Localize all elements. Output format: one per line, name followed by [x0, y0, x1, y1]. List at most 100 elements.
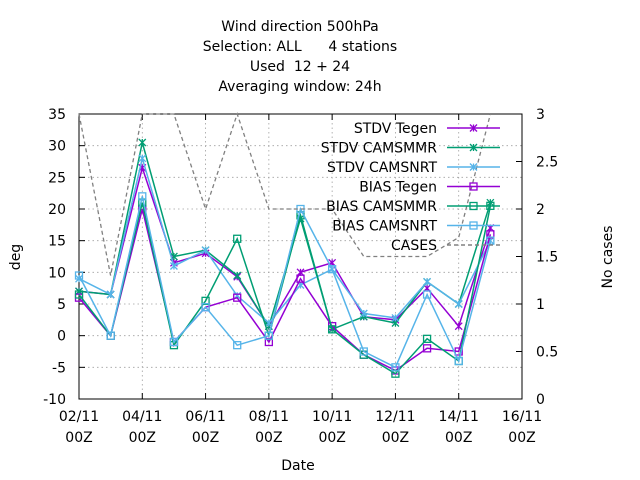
legend-marker [469, 124, 478, 132]
x-tick-label: 10/11 [312, 409, 352, 425]
data-point [422, 290, 432, 299]
series-stdv-camsnrt [75, 154, 495, 327]
series-line [78, 208, 492, 372]
x-tick-label: 04/11 [122, 409, 162, 425]
axes: 02/11 00Z 04/11 00Z 06/11 00Z 08/11 00Z 10/11 00Z… [43, 107, 558, 446]
legend-marker [469, 163, 478, 171]
title-line-3: Used 12 + 24 [250, 59, 350, 75]
data-point [264, 331, 274, 340]
legend-entry: STDV CAMSMMR [321, 141, 500, 157]
x-tick-label-time: 00Z [382, 430, 409, 446]
y2-tick-label: 0 [536, 392, 545, 408]
x-tick-label-time: 00Z [129, 430, 156, 446]
y-tick-label: 35 [48, 107, 66, 123]
data-point [233, 271, 242, 280]
series-line [78, 196, 492, 369]
legend-label: BIAS CAMSMMR [326, 199, 437, 215]
x-tick-label-time: 00Z [255, 430, 282, 446]
data-point [486, 236, 495, 245]
legend-label: STDV CAMSMMR [321, 141, 437, 157]
legend-entry: BIAS CAMSMMR [326, 199, 500, 215]
data-point [391, 369, 400, 378]
data-point [423, 277, 432, 286]
series-line [78, 155, 492, 325]
data-point [391, 363, 400, 372]
data-point [138, 138, 147, 147]
title-line-1: Wind direction 500hPa [221, 19, 378, 35]
series-line [78, 202, 492, 375]
legend-label: STDV CAMSNRT [327, 160, 438, 176]
y-tick-label: 15 [48, 234, 66, 250]
title-line-2: Selection: ALL 4 stations [203, 39, 397, 55]
data-point [74, 290, 84, 299]
y2-tick-label: 3 [536, 107, 545, 123]
legend-entry: CASES [391, 238, 500, 254]
y-axis-label: deg [8, 244, 24, 270]
y-tick-label: 10 [48, 265, 66, 281]
data-point [327, 325, 337, 334]
y-tick-label: -5 [52, 360, 66, 376]
series-bias-camsnrt [74, 192, 495, 372]
data-point [169, 337, 179, 347]
legend-label: STDV Tegen [354, 121, 437, 137]
data-point [486, 230, 495, 239]
y-tick-label: 30 [48, 139, 66, 155]
data-point [74, 271, 84, 280]
data-point [106, 290, 115, 299]
x-tick-label-time: 00Z [508, 430, 535, 446]
legend-marker [469, 201, 478, 211]
x-tick-label-time: 00Z [192, 430, 219, 446]
data-point [454, 347, 463, 356]
title-line-4: Averaging window: 24h [218, 79, 381, 95]
y2-axis-label: No cases [600, 226, 616, 289]
chart-title: Wind direction 500hPa Selection: ALL 4 s… [203, 19, 397, 95]
data-point [138, 192, 147, 201]
data-point [201, 303, 210, 312]
legend-entry: BIAS Tegen [359, 180, 500, 196]
series-line [78, 165, 492, 328]
legend-label: BIAS Tegen [359, 180, 437, 196]
x-tick-label-time: 00Z [445, 430, 472, 446]
x-tick-label: 06/11 [185, 409, 225, 425]
legend-marker [469, 221, 478, 230]
y2-tick-label: 0.5 [536, 345, 558, 361]
y-tick-label: 0 [57, 329, 66, 345]
x-tick-label: 12/11 [375, 409, 415, 425]
data-point [359, 347, 368, 356]
y-tick-label: 20 [48, 202, 66, 218]
y-tick-label: 5 [57, 297, 66, 313]
x-tick-label-time: 00Z [318, 430, 345, 446]
data-point [359, 309, 368, 318]
y2-tick-label: 2 [536, 202, 545, 218]
data-point [454, 300, 463, 308]
legend-entry: STDV Tegen [354, 121, 500, 137]
data-point [296, 274, 305, 283]
data-point [138, 154, 147, 163]
data-point [233, 234, 242, 243]
data-point [233, 293, 242, 302]
data-point [233, 341, 242, 350]
x-tick-label: 02/11 [59, 409, 99, 425]
x-tick-label: 16/11 [502, 409, 542, 425]
legend-marker [469, 143, 478, 152]
y2-tick-label: 1 [536, 297, 545, 313]
x-tick-label-time: 00Z [65, 430, 92, 446]
data-point [391, 313, 400, 322]
x-axis-label: Date [281, 458, 314, 474]
data-point [264, 337, 274, 347]
legend: STDV Tegen STDV CAMSMMR STDV CAMSNRT BIAS T… [321, 121, 500, 254]
y-tick-label: 25 [48, 170, 66, 186]
data-point [327, 265, 337, 274]
legend-entry: STDV CAMSNRT [327, 160, 500, 176]
grid-lines [79, 114, 522, 399]
data-point [454, 322, 463, 331]
data-point [454, 356, 463, 366]
y2-tick-label: 2.5 [536, 155, 558, 171]
legend-entry: BIAS CAMSNRT [332, 219, 500, 235]
legend-label: CASES [391, 238, 437, 254]
legend-label: BIAS CAMSNRT [332, 219, 437, 235]
series-layer [74, 111, 495, 378]
y2-tick-label: 1.5 [536, 250, 558, 266]
